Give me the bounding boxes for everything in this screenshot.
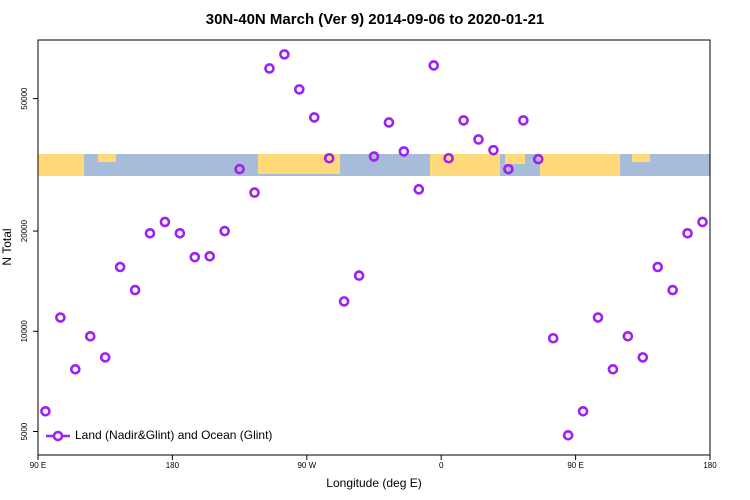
- land: [505, 154, 525, 164]
- land: [98, 154, 116, 162]
- point: [518, 115, 529, 126]
- x-tick-label: 90 E: [30, 461, 46, 470]
- point: [70, 363, 81, 375]
- x-tick-label: 0: [439, 461, 444, 470]
- point: [219, 225, 230, 237]
- point: [592, 312, 604, 323]
- point: [428, 60, 440, 71]
- point: [129, 284, 141, 296]
- point: [84, 330, 96, 342]
- y-axis-label: N Total: [0, 228, 14, 265]
- point: [159, 216, 171, 228]
- point: [622, 330, 634, 342]
- x-tick-label: 90 W: [297, 461, 316, 470]
- point: [279, 49, 290, 60]
- point: [697, 216, 708, 228]
- point: [323, 152, 335, 164]
- point: [458, 115, 469, 126]
- point: [607, 363, 619, 375]
- land: [632, 154, 650, 162]
- point: [443, 152, 454, 164]
- point: [532, 153, 544, 165]
- point: [413, 184, 425, 195]
- point: [40, 405, 51, 417]
- land: [430, 154, 500, 176]
- y-tick-label: 50000: [20, 87, 29, 110]
- point: [503, 163, 514, 175]
- plot-frame: [37, 39, 711, 456]
- land: [38, 154, 84, 176]
- point: [682, 227, 693, 239]
- point: [249, 187, 260, 198]
- point: [204, 250, 216, 262]
- point: [234, 163, 245, 175]
- point: [637, 352, 649, 363]
- point: [99, 352, 111, 363]
- chart-title: 30N-40N March (Ver 9) 2014-09-06 to 2020…: [206, 11, 545, 28]
- x-axis-label: Longitude (deg E): [326, 476, 421, 490]
- point: [652, 261, 664, 273]
- point: [488, 144, 499, 156]
- x-tick-label: 90 E: [567, 461, 583, 470]
- y-tick-label: 10000: [20, 320, 29, 343]
- point: [368, 151, 380, 162]
- point: [144, 227, 156, 239]
- point: [114, 261, 126, 273]
- x-tick-label: 180: [703, 461, 717, 470]
- y-tick-label: 5000: [20, 422, 29, 440]
- map-strip: [38, 154, 710, 176]
- point: [264, 63, 275, 74]
- point: [562, 430, 574, 441]
- legend-marker: [52, 430, 64, 442]
- point: [338, 296, 350, 307]
- point: [55, 312, 66, 323]
- land: [540, 154, 620, 176]
- point: [353, 270, 365, 281]
- point: [189, 251, 201, 263]
- point: [398, 146, 410, 157]
- point: [383, 117, 395, 128]
- land: [258, 154, 340, 174]
- point: [174, 227, 186, 239]
- point: [577, 405, 589, 417]
- legend-label: Land (Nadir&Glint) and Ocean (Glint): [75, 428, 272, 442]
- y-tick-label: 20000: [20, 219, 29, 242]
- point: [294, 84, 305, 95]
- point: [308, 112, 320, 123]
- x-tick-label: 180: [166, 461, 180, 470]
- point: [547, 332, 559, 344]
- point: [473, 134, 484, 145]
- point: [667, 284, 678, 296]
